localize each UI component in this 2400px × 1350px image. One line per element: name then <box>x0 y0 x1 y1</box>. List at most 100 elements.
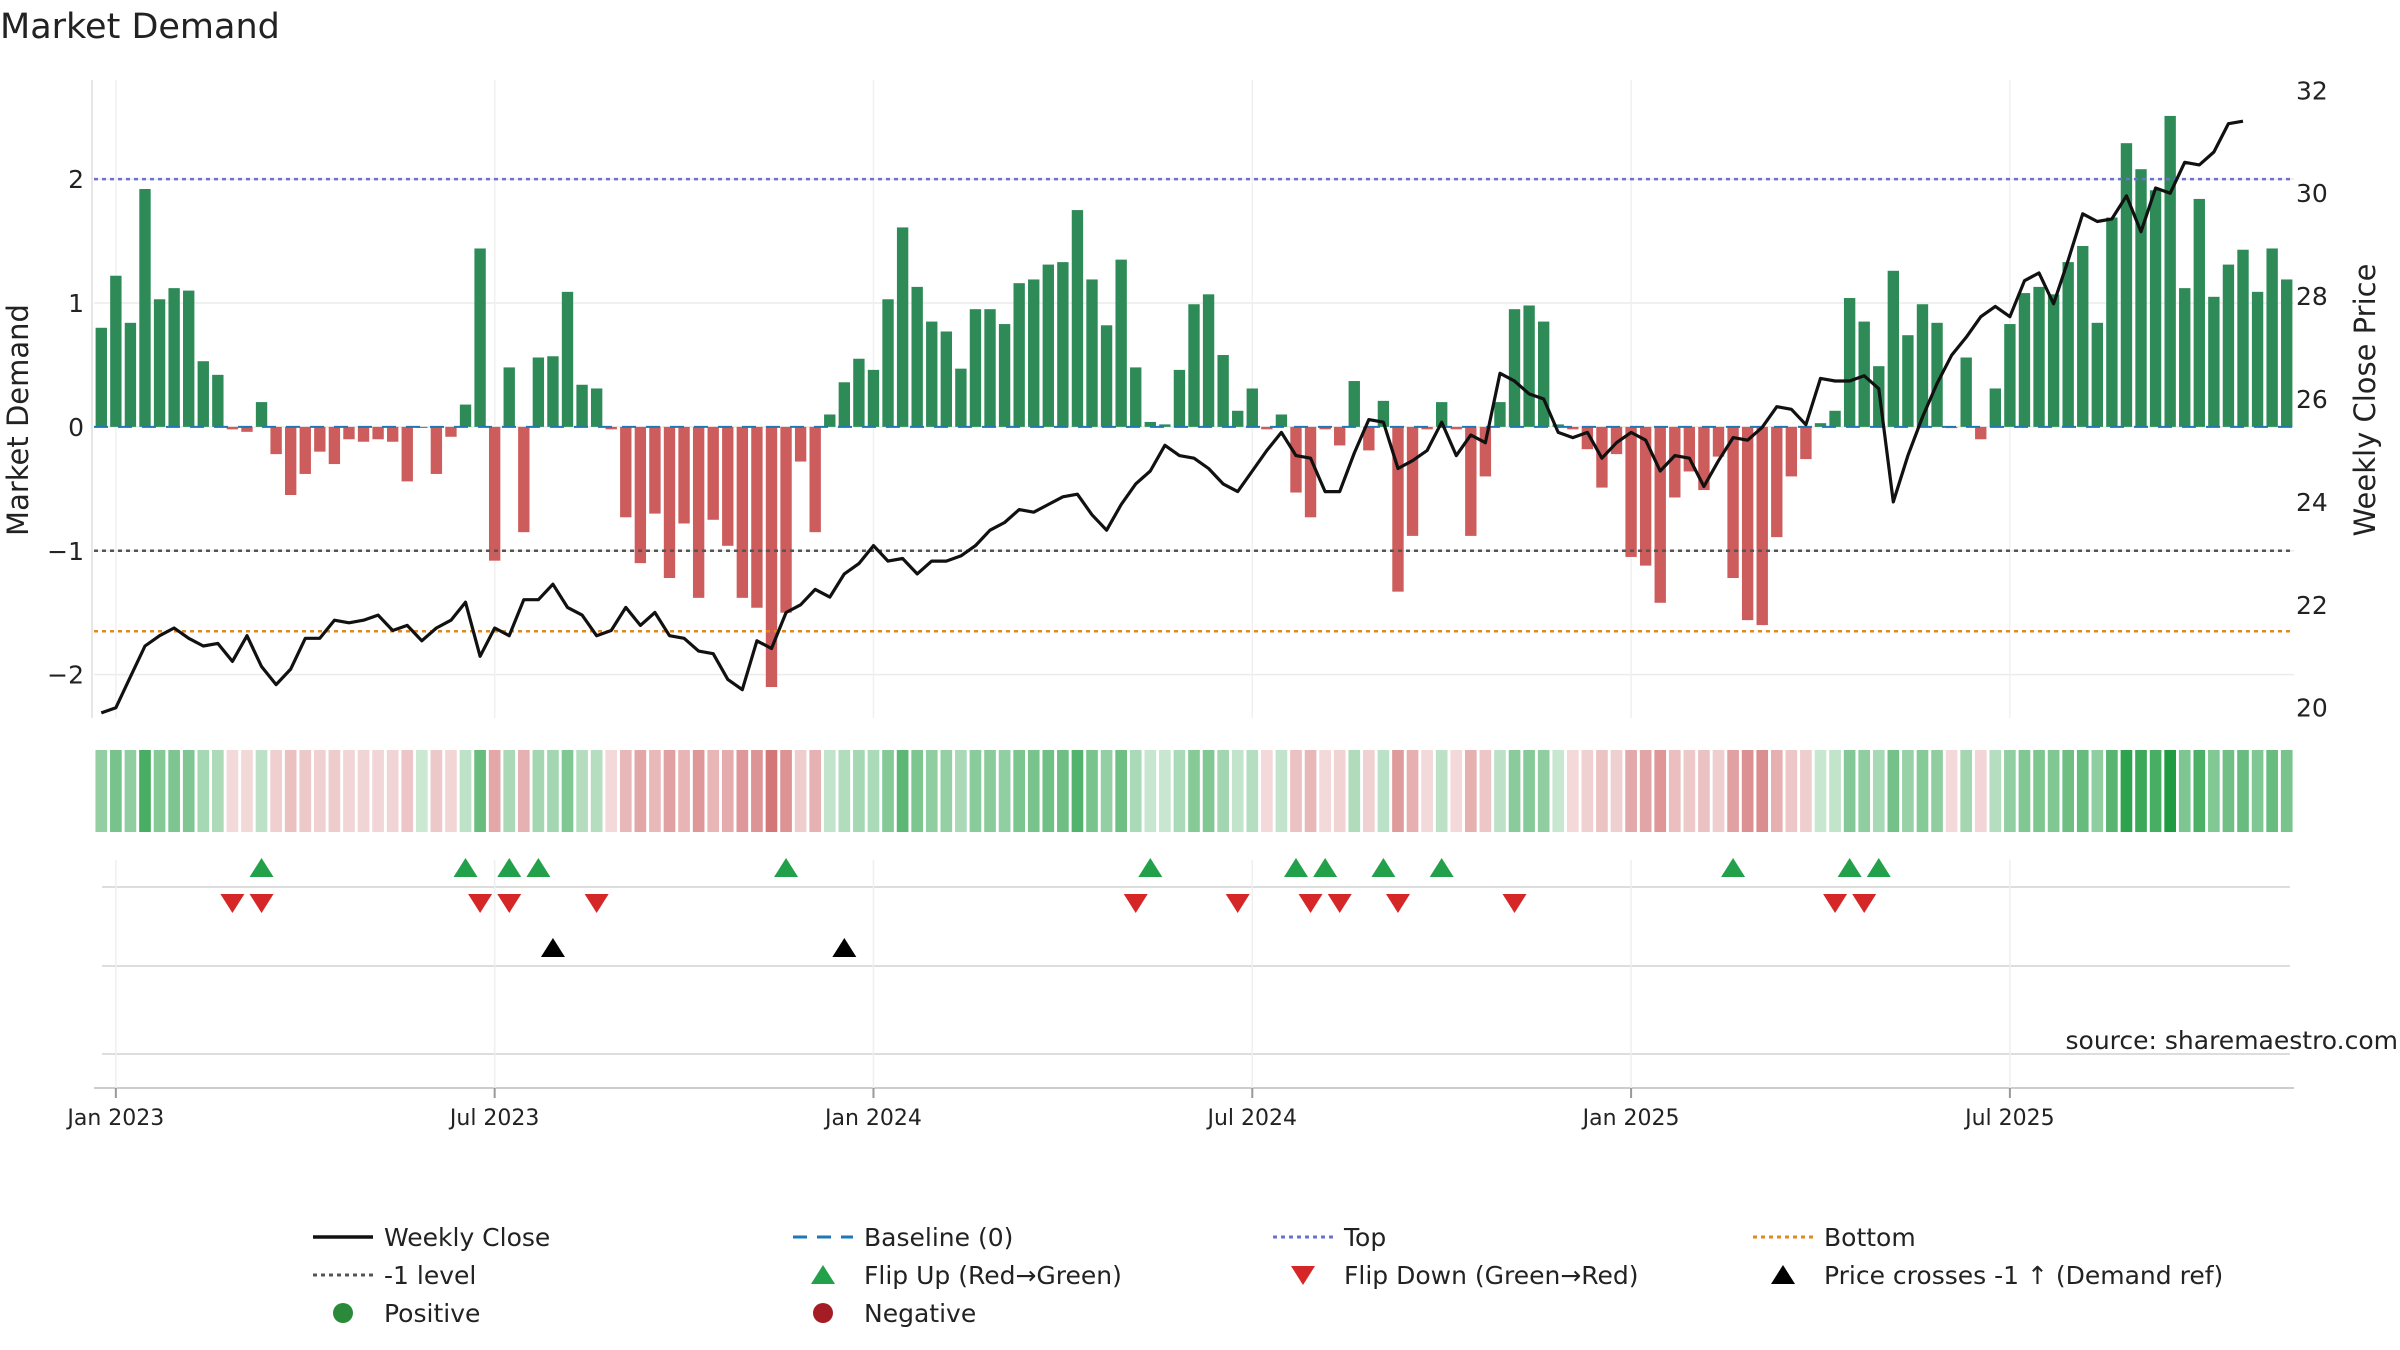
bar-week-111 <box>1712 426 1725 457</box>
bar-week-71 <box>1130 367 1142 427</box>
bar-week-56 <box>911 286 923 427</box>
heat-cell-78 <box>1231 750 1244 832</box>
heat-cell-134 <box>2047 750 2060 832</box>
heat-cell-83 <box>1304 750 1317 832</box>
bar-week-68 <box>1086 279 1098 427</box>
heat-cell-36 <box>619 750 632 832</box>
bar-week-83 <box>1304 426 1317 518</box>
heat-cell-77 <box>1217 750 1229 832</box>
heat-cell-129 <box>1974 750 1987 832</box>
heat-cell-47 <box>780 750 792 832</box>
bar-week-23 <box>430 426 443 474</box>
bar-week-63 <box>1013 283 1025 427</box>
heat-cell-109 <box>1683 750 1696 832</box>
heat-cell-140 <box>2135 750 2147 832</box>
y2-tick-label-1: 30 <box>2296 179 2328 208</box>
heat-cell-7 <box>197 750 210 832</box>
heat-cell-107 <box>1654 750 1667 832</box>
heat-cell-26 <box>474 750 486 832</box>
axes: 2 1 0 −1 −2 32 30 28 26 24 22 20 <box>47 76 2328 722</box>
bar-week-31 <box>547 356 559 427</box>
bar-week-27 <box>488 426 501 561</box>
bar-week-79 <box>1246 388 1258 427</box>
heat-cell-28 <box>503 750 516 832</box>
flip-down-marker-1 <box>249 894 274 913</box>
heat-cell-117 <box>1800 750 1812 832</box>
heat-cell-99 <box>1537 750 1550 832</box>
heat-cell-104 <box>1610 750 1623 832</box>
y-tick-label-2: 0 <box>68 413 84 442</box>
heat-cell-9 <box>226 750 239 832</box>
heat-cell-76 <box>1202 750 1215 832</box>
x-tick-label-5: Jul 2025 <box>1963 1106 2055 1131</box>
bar-week-129 <box>1975 426 1987 440</box>
heat-cell-39 <box>663 750 676 832</box>
heat-cell-94 <box>1464 750 1477 832</box>
heat-cell-15 <box>314 750 326 832</box>
bar-week-43 <box>722 426 734 546</box>
bar-week-49 <box>809 426 821 533</box>
heat-cell-79 <box>1246 750 1259 832</box>
flip-down-marker-7 <box>1298 894 1323 913</box>
bar-week-72 <box>1144 421 1156 427</box>
heat-cell-37 <box>634 750 647 832</box>
y2-axis-label: Weekly Close Price <box>2348 264 2382 537</box>
bar-week-52 <box>853 358 865 427</box>
flip-up-marker-1 <box>453 858 478 877</box>
heat-cell-103 <box>1596 750 1608 832</box>
legend-item-3: Bottom <box>1753 1223 1916 1252</box>
heat-cell-113 <box>1741 750 1754 832</box>
flip-up-marker-6 <box>1283 858 1308 877</box>
bar-week-4 <box>153 299 166 427</box>
heat-cell-133 <box>2033 750 2045 832</box>
bar-week-95 <box>1479 426 1492 477</box>
bar-week-55 <box>896 227 909 427</box>
weekly-close-path <box>100 119 2244 715</box>
bar-week-78 <box>1232 410 1244 427</box>
legend-label-7: Price crosses -1 ↑ (Demand ref) <box>1824 1261 2223 1290</box>
heat-cell-22 <box>415 750 428 832</box>
bar-week-42 <box>707 426 719 520</box>
heat-cell-101 <box>1566 750 1579 832</box>
heat-cell-44 <box>736 750 749 832</box>
heat-cell-34 <box>590 750 603 832</box>
heat-cell-87 <box>1363 750 1375 832</box>
heat-cell-142 <box>2164 750 2176 832</box>
bar-week-46 <box>765 426 778 688</box>
heat-cell-12 <box>270 750 282 832</box>
bar-week-132 <box>2018 293 2031 427</box>
heat-cell-33 <box>576 750 588 832</box>
bar-week-29 <box>518 426 530 533</box>
x-tick-label-3: Jul 2024 <box>1206 1106 1298 1131</box>
bar-week-37 <box>634 426 647 564</box>
bar-week-115 <box>1771 426 1783 538</box>
bar-week-97 <box>1508 309 1521 427</box>
bar-week-1 <box>110 275 122 427</box>
legend-label-8: Positive <box>384 1299 480 1328</box>
heat-cell-16 <box>328 750 341 832</box>
bar-week-45 <box>751 426 763 608</box>
heat-cell-24 <box>445 750 457 832</box>
bar-week-108 <box>1669 426 1681 498</box>
bar-week-125 <box>1916 304 1929 427</box>
bar-week-3 <box>139 189 151 427</box>
bar-week-48 <box>794 426 807 462</box>
bar-week-2 <box>124 322 137 427</box>
heat-cell-115 <box>1770 750 1783 832</box>
flip-down-marker-10 <box>1502 894 1527 913</box>
heat-cell-110 <box>1698 750 1710 832</box>
heat-cell-18 <box>357 750 370 832</box>
bar-week-145 <box>2208 296 2220 427</box>
y-tick-label-4: −2 <box>47 661 84 690</box>
heat-cell-135 <box>2062 750 2074 832</box>
bar-week-137 <box>2091 322 2103 427</box>
bar-week-114 <box>1756 426 1768 626</box>
heat-cell-126 <box>1931 750 1943 832</box>
y-tick-label-1: 1 <box>68 289 84 318</box>
bar-week-99 <box>1537 321 1550 427</box>
flip-up-marker-8 <box>1371 858 1396 877</box>
heat-cell-120 <box>1843 750 1856 832</box>
heat-cell-53 <box>867 750 880 832</box>
heat-cell-75 <box>1188 750 1200 832</box>
heat-cell-30 <box>532 750 545 832</box>
